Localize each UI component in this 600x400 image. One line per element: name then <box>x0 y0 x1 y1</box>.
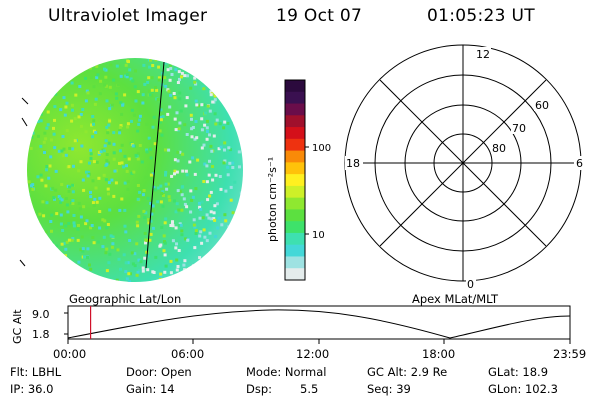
status-gc-alt: GC Alt: 2.9 Re <box>367 365 448 379</box>
colorbar-segment <box>285 162 305 175</box>
colorbar-segment <box>285 256 305 269</box>
status-flt: Flt: LBHL <box>10 365 62 379</box>
observation-date: 19 Oct 07 <box>276 6 363 26</box>
timeline-title-left: Geographic Lat/Lon <box>69 292 181 306</box>
colorbar-segment <box>285 91 305 105</box>
status-dsp-value: 5.5 <box>300 382 319 396</box>
status-seq: Seq: 39 <box>367 382 411 396</box>
mlt-label-18: 18 <box>346 157 360 170</box>
colorbar-segment <box>285 80 305 93</box>
status-mode: Mode: Normal <box>246 365 327 379</box>
y-tick-9: 9.0 <box>32 308 50 321</box>
mlt-label-6: 6 <box>576 157 583 170</box>
timeline-title-right: Apex MLat/MLT <box>412 292 499 306</box>
status-glon: GLon: 102.3 <box>488 382 558 396</box>
colorbar-segment <box>285 197 305 211</box>
colorbar-segment <box>285 138 305 152</box>
colorbar-segment <box>285 232 305 246</box>
y-axis-label: GC Alt <box>11 309 24 344</box>
colorbar-tick-10: 10 <box>312 230 325 241</box>
y-tick-1-8: 1.8 <box>32 328 50 341</box>
x-tick-0600: 06:00 <box>171 347 204 361</box>
gc-alt-curve <box>67 309 571 339</box>
status-ip: IP: 36.0 <box>10 382 54 396</box>
colorbar-segment <box>285 209 305 222</box>
colorbar-segment <box>285 103 305 116</box>
colorbar-tick-100: 100 <box>312 143 331 154</box>
colorbar-segment <box>285 185 305 199</box>
x-tick-1800: 18:00 <box>422 347 455 361</box>
x-tick-1200: 12:00 <box>296 347 329 361</box>
coast-mark <box>21 117 28 127</box>
timeline-frame <box>67 305 571 340</box>
colorbar-unit-label: photon cm⁻²s⁻¹ <box>266 157 279 242</box>
status-door: Door: Open <box>126 365 192 379</box>
observation-time: 01:05:23 UT <box>427 6 535 26</box>
colorbar-segment <box>285 127 305 140</box>
colorbar-segment <box>285 221 305 234</box>
coast-mark <box>19 259 26 267</box>
mlat-label-80: 80 <box>492 142 506 155</box>
mlat-label-60: 60 <box>535 99 549 112</box>
colorbar-segment <box>285 174 305 187</box>
status-dsp-label: Dsp: <box>246 382 273 396</box>
colorbar-segment <box>285 268 305 281</box>
colorbar-segment <box>285 115 305 128</box>
mlt-label-0: 0 <box>467 278 474 291</box>
colorbar-segment <box>285 150 305 163</box>
status-gain: Gain: 14 <box>126 382 175 396</box>
terminator-line <box>145 61 165 269</box>
status-glat: GLat: 18.9 <box>488 365 549 379</box>
x-tick-0000: 00:00 <box>53 347 86 361</box>
mlat-label-70: 70 <box>512 122 526 135</box>
coast-mark <box>21 97 29 105</box>
colorbar-segment <box>285 244 305 258</box>
mlt-label-12: 12 <box>476 48 490 61</box>
x-tick-2359: 23:59 <box>553 347 586 361</box>
instrument-title: Ultraviolet Imager <box>48 6 208 26</box>
